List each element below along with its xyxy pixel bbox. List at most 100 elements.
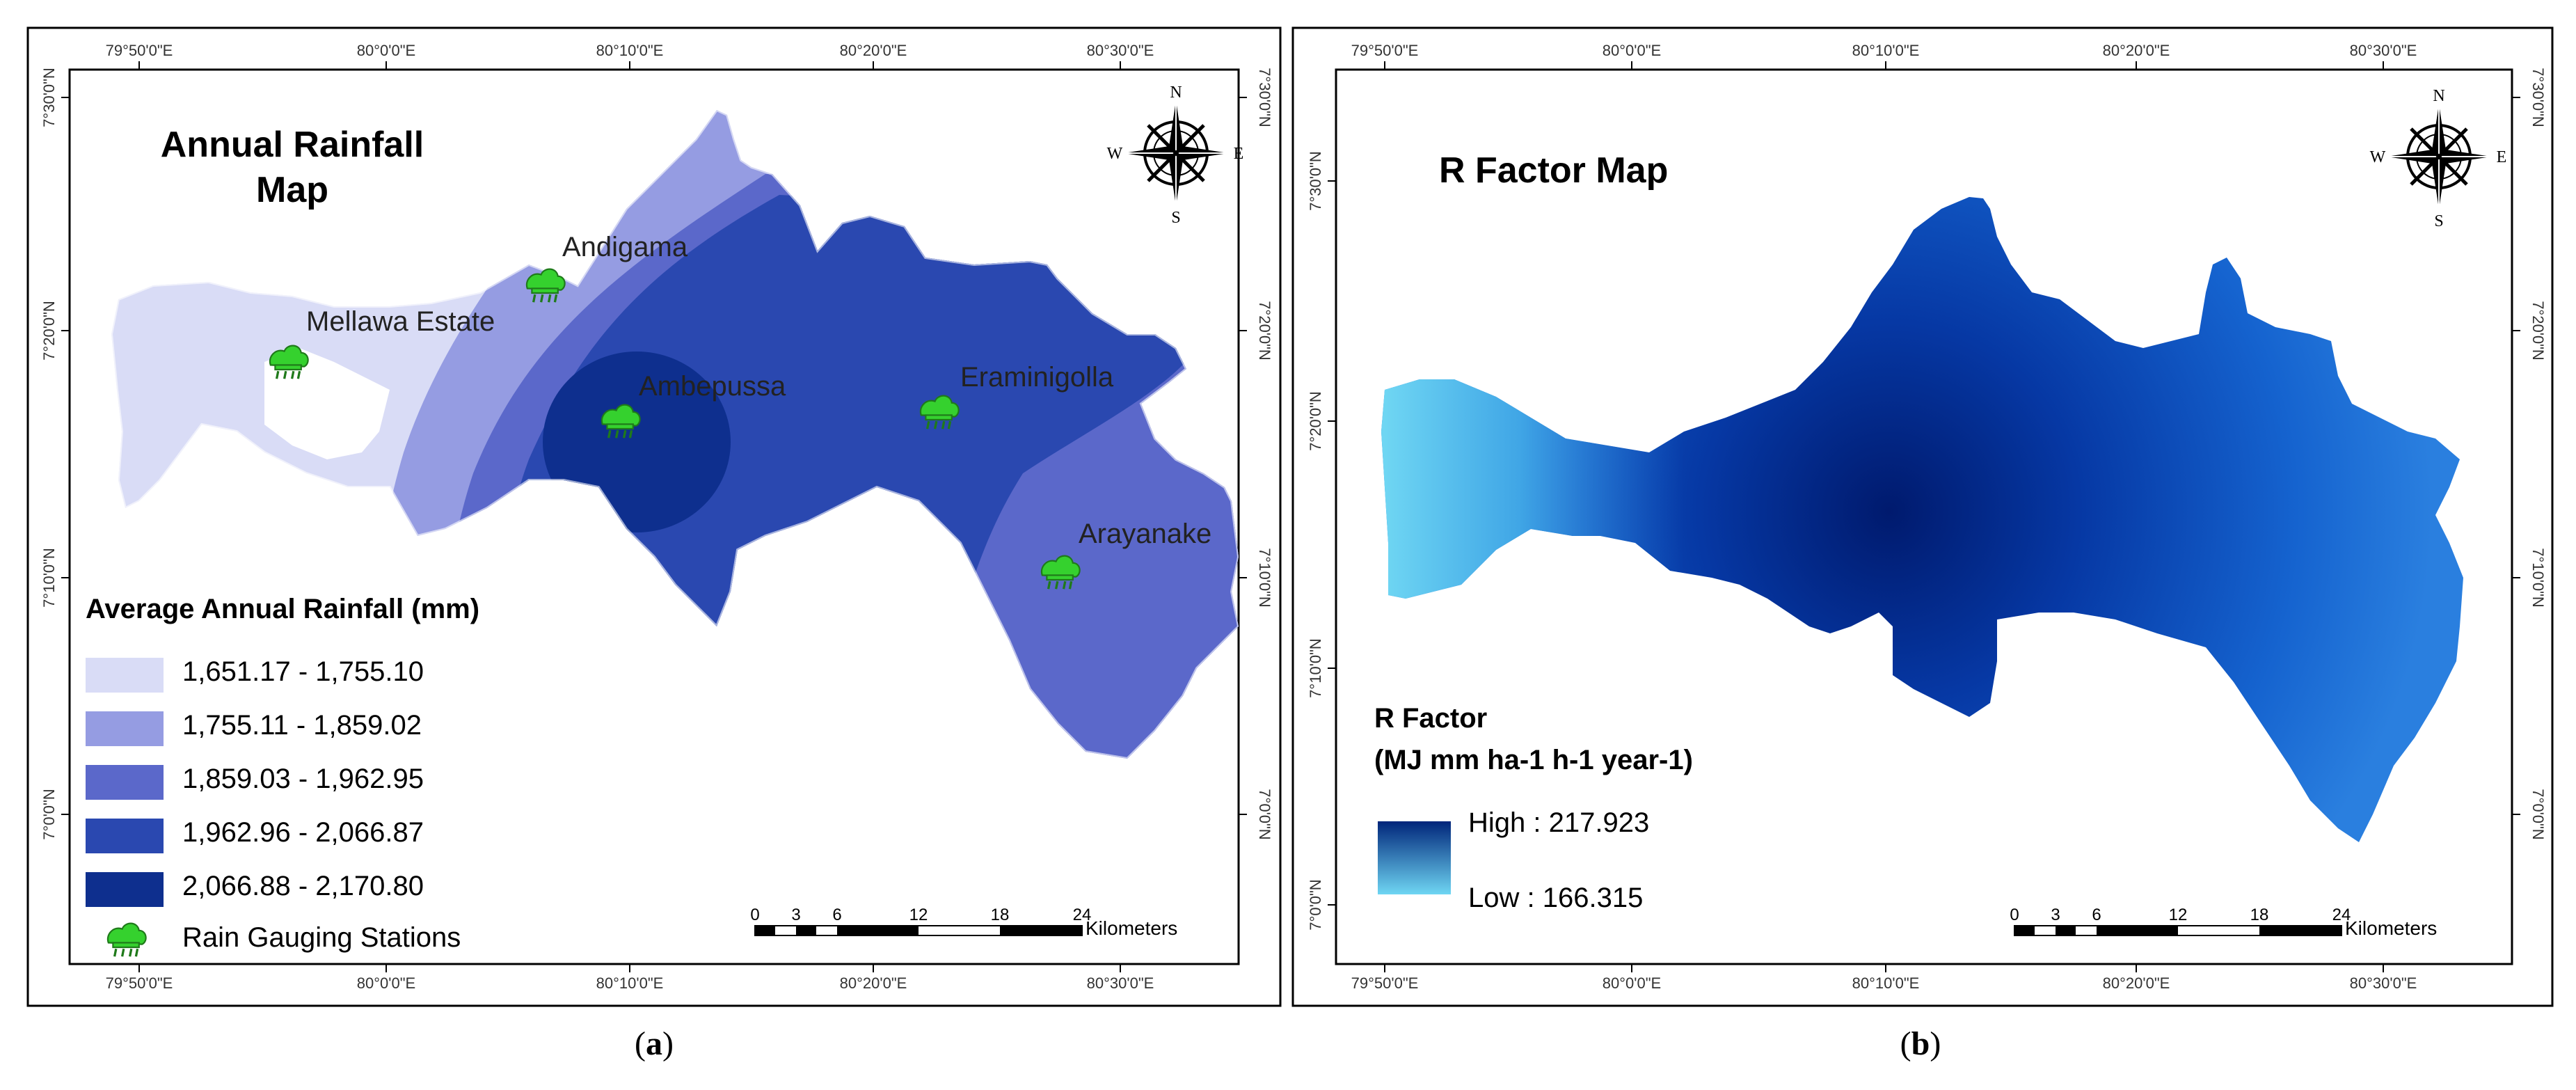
legend-class-label: 1,859.03 - 1,962.95: [182, 764, 424, 794]
scale-unit: Kilometers: [2345, 917, 2437, 939]
compass-s: S: [1171, 209, 1180, 227]
panel-a-left-tick: 7°20'0"N: [40, 301, 58, 361]
panel-b-right-tick: 7°0'0"N: [2529, 789, 2547, 839]
legend-low: Low : 166.315: [1468, 883, 1643, 913]
panel-b-compass: N S E W: [2370, 87, 2507, 230]
rain-gauge-icon: [525, 268, 566, 303]
panel-a-title-line1: Annual Rainfall: [161, 125, 424, 165]
compass-n: N: [2433, 87, 2444, 105]
scale-tick: 3: [2051, 906, 2060, 924]
panel-a-left-tick: 7°0'0"N: [40, 789, 58, 839]
panel-a-left-tick: 7°10'0"N: [40, 548, 58, 608]
scale-tick: 3: [791, 906, 800, 924]
panel-a-tick-marks: [61, 61, 1247, 972]
scale-tick: 24: [1073, 906, 1092, 924]
station-label-mellawa-estate: Mellawa Estate: [306, 306, 495, 337]
panel-b-legend: R Factor (MJ mm ha-1 h-1 year-1) High : …: [1374, 703, 1693, 913]
compass-n: N: [1170, 84, 1182, 102]
panel-b-top-tick: 80°0'0"E: [1603, 42, 1661, 59]
panel-a-station-labels: Andigama Mellawa Estate Ambepussa Eramin…: [306, 232, 1211, 549]
legend-color-ramp: [1378, 821, 1451, 894]
compass-w: W: [2370, 148, 2386, 166]
legend-swatch: [86, 765, 164, 800]
rain-gauge-icon: [106, 922, 147, 957]
legend-title: Average Annual Rainfall (mm): [86, 594, 479, 624]
panel-b-tick-labels: 79°50'0"E 80°0'0"E 80°10'0"E 80°20'0"E 8…: [1307, 42, 2547, 992]
panel-b-bottom-tick: 80°30'0"E: [2350, 974, 2417, 992]
legend-class-label: 1,651.17 - 1,755.10: [182, 656, 424, 687]
compass-s: S: [2434, 212, 2443, 230]
panel-a-right-tick: 7°20'0"N: [1256, 301, 1273, 361]
panel-b-top-tick: 80°10'0"E: [1852, 42, 1920, 59]
panel-a-legend: Average Annual Rainfall (mm) 1,651.17 - …: [86, 594, 479, 957]
scale-tick: 0: [750, 906, 759, 924]
panel-b-left-tick: 7°10'0"N: [1307, 638, 1324, 698]
panel-b-title: R Factor Map: [1439, 150, 1668, 191]
panel-a-stations: [269, 268, 1081, 590]
panel-a-bottom-tick: 80°30'0"E: [1087, 974, 1154, 992]
panel-b-bottom-tick: 80°20'0"E: [2103, 974, 2170, 992]
legend-class-label: 1,755.11 - 1,859.02: [182, 710, 422, 741]
scale-tick: 12: [909, 906, 928, 924]
panel-b: 79°50'0"E 80°0'0"E 80°10'0"E 80°20'0"E 8…: [1291, 26, 2554, 1062]
panel-b-caption: (b): [1900, 1025, 1941, 1062]
legend-title-line2: (MJ mm ha-1 h-1 year-1): [1374, 745, 1693, 775]
panel-a-left-tick: 7°30'0"N: [40, 68, 58, 127]
scale-tick: 6: [832, 906, 841, 924]
rain-gauge-icon: [919, 395, 960, 429]
station-label-arayanake: Arayanake: [1079, 519, 1211, 549]
panel-b-left-tick: 7°0'0"N: [1307, 879, 1324, 930]
station-label-ambepussa: Ambepussa: [639, 371, 786, 402]
rain-gauge-icon: [269, 345, 309, 379]
panel-a-scale-bar: 0 3 6 12 18 24 Kilometers: [750, 906, 1177, 939]
scale-tick: 18: [991, 906, 1010, 924]
panel-b-tick-marks: [1328, 61, 2520, 972]
panel-a-title-line2: Map: [256, 170, 328, 210]
panel-a-right-tick: 7°0'0"N: [1256, 789, 1273, 839]
legend-swatch: [86, 658, 164, 693]
compass-e: E: [2497, 148, 2507, 166]
legend-swatch: [86, 819, 164, 853]
panel-a-top-tick: 80°20'0"E: [840, 42, 907, 59]
panel-a-top-tick: 80°0'0"E: [357, 42, 415, 59]
legend-class-label: 2,066.88 - 2,170.80: [182, 871, 424, 901]
panel-a-compass: N S E W: [1107, 84, 1244, 227]
panel-a-caption: (a): [635, 1025, 674, 1062]
scale-unit: Kilometers: [1086, 917, 1177, 939]
panel-b-top-tick: 79°50'0"E: [1351, 42, 1419, 59]
station-label-andigama: Andigama: [562, 232, 688, 262]
panel-a-top-tick: 80°30'0"E: [1087, 42, 1154, 59]
panel-b-bottom-tick: 80°0'0"E: [1603, 974, 1661, 992]
panel-b-left-tick: 7°20'0"N: [1307, 391, 1324, 451]
panel-b-right-tick: 7°10'0"N: [2529, 548, 2547, 608]
legend-title-line1: R Factor: [1374, 703, 1487, 734]
scale-tick: 12: [2169, 906, 2188, 924]
panel-b-caption-letter: b: [1911, 1025, 1930, 1062]
panel-a-boundary-notch: [264, 348, 390, 459]
legend-stations-label: Rain Gauging Stations: [182, 922, 461, 953]
panel-b-scale-bar: 0 3 6 12 18 24 Kilometers: [2010, 906, 2437, 939]
legend-class-label: 1,962.96 - 2,066.87: [182, 817, 424, 848]
compass-w: W: [1107, 145, 1123, 163]
panel-a-bottom-tick: 80°20'0"E: [840, 974, 907, 992]
panel-a-tick-labels: 79°50'0"E 80°0'0"E 80°10'0"E 80°20'0"E 8…: [40, 42, 1273, 992]
scale-tick: 18: [2250, 906, 2269, 924]
station-label-eraminigolla: Eraminigolla: [960, 362, 1114, 393]
panel-b-right-tick: 7°30'0"N: [2529, 68, 2547, 127]
panel-a-bottom-tick: 80°0'0"E: [357, 974, 415, 992]
legend-high: High : 217.923: [1468, 807, 1649, 838]
panel-b-top-tick: 80°20'0"E: [2103, 42, 2170, 59]
panel-b-bottom-tick: 80°10'0"E: [1852, 974, 1920, 992]
scale-tick: 6: [2092, 906, 2101, 924]
panel-b-right-tick: 7°20'0"N: [2529, 301, 2547, 361]
panel-b-top-tick: 80°30'0"E: [2350, 42, 2417, 59]
panel-a-right-tick: 7°10'0"N: [1256, 548, 1273, 608]
panel-a-bottom-tick: 79°50'0"E: [106, 974, 173, 992]
panel-b-left-tick: 7°30'0"N: [1307, 151, 1324, 211]
rain-gauge-icon: [601, 404, 641, 439]
legend-swatch: [86, 872, 164, 907]
scale-tick: 24: [2332, 906, 2351, 924]
rain-gauge-icon: [1040, 555, 1081, 590]
panel-a-caption-letter: a: [646, 1025, 662, 1062]
